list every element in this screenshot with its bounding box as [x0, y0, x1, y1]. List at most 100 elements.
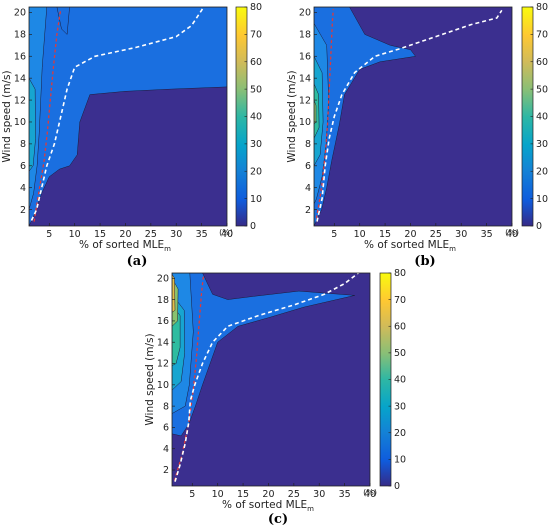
- red-dashed-curve: [173, 275, 205, 481]
- colorbar-tick-label: 0: [394, 481, 400, 492]
- colorbar-tick-label: 50: [250, 84, 262, 95]
- colorbar-tick-label: 40: [536, 112, 548, 123]
- colorbar-tick-label: 60: [394, 321, 406, 332]
- y-tick-label: 4: [163, 444, 169, 455]
- x-axis-label: % of sorted MLEm: [364, 239, 456, 253]
- white-dashed-curve: [316, 9, 503, 222]
- y-axis-label: Wind speed (m/s): [1, 70, 13, 162]
- contour-region: [314, 7, 416, 226]
- x-tick-label: 20: [119, 229, 131, 240]
- x-tick-label: 40: [221, 229, 233, 240]
- x-tick-label: 10: [69, 229, 81, 240]
- colorbar-unit-label: (%): [505, 228, 519, 237]
- x-axis-label: % of sorted MLEm: [79, 239, 171, 253]
- x-tick-label: 15: [237, 489, 249, 500]
- panel-caption: (b): [414, 254, 435, 269]
- x-tick-label: 20: [404, 229, 416, 240]
- contour-region: [314, 83, 320, 139]
- colorbar-tick-label: 10: [250, 194, 262, 205]
- y-axis-label: Wind speed (m/s): [144, 333, 156, 425]
- x-tick-label: 25: [145, 229, 157, 240]
- x-tick-label: 30: [170, 229, 182, 240]
- contour-region: [29, 77, 36, 172]
- panel-caption: (c): [268, 512, 288, 527]
- y-tick-label: 4: [305, 183, 311, 194]
- colorbar-tick-label: 70: [250, 30, 262, 41]
- colorbar-tick-label: 20: [250, 166, 262, 177]
- x-tick-label: 35: [481, 229, 493, 240]
- y-tick-label: 16: [299, 51, 311, 62]
- x-tick-label: 10: [212, 489, 224, 500]
- contour-region: [172, 273, 355, 437]
- y-tick-label: 8: [163, 401, 169, 412]
- plot-frame: [171, 272, 371, 487]
- y-tick-label: 2: [305, 205, 311, 216]
- y-tick-label: 4: [20, 183, 26, 194]
- y-tick-label: 6: [305, 161, 311, 172]
- x-tick-label: 5: [189, 489, 195, 500]
- y-tick-label: 16: [157, 316, 169, 327]
- y-tick-label: 12: [157, 359, 169, 370]
- colorbar-tick-label: 70: [394, 295, 406, 306]
- x-tick-label: 25: [430, 229, 442, 240]
- y-tick-label: 14: [299, 73, 311, 84]
- colorbar-tick-label: 10: [536, 194, 548, 205]
- y-tick-label: 16: [14, 51, 26, 62]
- y-tick-label: 6: [163, 423, 169, 434]
- y-tick-label: 14: [157, 337, 169, 348]
- colorbar-tick-label: 30: [536, 139, 548, 150]
- colorbar-tick-label: 30: [394, 401, 406, 412]
- plot-frame: [28, 6, 228, 227]
- y-tick-label: 2: [163, 465, 169, 476]
- x-tick-label: 40: [506, 229, 518, 240]
- x-tick-label: 30: [455, 229, 467, 240]
- x-tick-label: 30: [313, 489, 325, 500]
- plot-frame: [313, 6, 513, 227]
- white-dashed-curve: [174, 273, 360, 482]
- colorbar-tick-label: 40: [250, 112, 262, 123]
- y-tick-label: 18: [157, 295, 169, 306]
- colorbar-tick-label: 50: [394, 348, 406, 359]
- colorbar-tick-label: 20: [536, 166, 548, 177]
- y-tick-label: 14: [14, 73, 26, 84]
- x-tick-label: 5: [331, 229, 337, 240]
- y-tick-label: 2: [20, 205, 26, 216]
- colorbar-unit-label: (%): [363, 488, 377, 497]
- y-tick-label: 18: [299, 30, 311, 41]
- y-tick-label: 10: [299, 117, 311, 128]
- x-tick-label: 40: [364, 489, 376, 500]
- colorbar-tick-label: 0: [536, 221, 542, 232]
- colorbar-unit-label: (%): [219, 228, 233, 237]
- y-tick-label: 12: [299, 95, 311, 106]
- colorbar-tick-label: 80: [536, 2, 548, 13]
- contour-region: [29, 7, 227, 226]
- colorbar-tick-label: 30: [250, 139, 262, 150]
- colorbar-tick-label: 60: [536, 57, 548, 68]
- plot-area: [314, 7, 512, 226]
- x-tick-label: 25: [288, 489, 300, 500]
- colorbar-tick-label: 10: [394, 455, 406, 466]
- y-axis-label: Wind speed (m/s): [286, 70, 298, 162]
- x-tick-label: 20: [262, 489, 274, 500]
- colorbar-tick-label: 20: [394, 428, 406, 439]
- y-tick-label: 20: [14, 8, 26, 19]
- colorbar-tick-label: 0: [250, 221, 256, 232]
- colorbar-tick-label: 40: [394, 375, 406, 386]
- x-tick-label: 15: [379, 229, 391, 240]
- colorbar-tick-label: 80: [394, 268, 406, 279]
- y-tick-label: 20: [299, 8, 311, 19]
- y-tick-label: 8: [20, 139, 26, 150]
- x-tick-label: 10: [354, 229, 366, 240]
- y-tick-label: 12: [14, 95, 26, 106]
- colorbar-tick-label: 60: [250, 57, 262, 68]
- panel-caption: (a): [127, 254, 148, 269]
- colorbar-tick-label: 50: [536, 84, 548, 95]
- white-dashed-curve: [30, 7, 205, 221]
- red-dashed-curve: [33, 10, 62, 222]
- y-tick-label: 6: [20, 161, 26, 172]
- plot-area: [172, 273, 370, 486]
